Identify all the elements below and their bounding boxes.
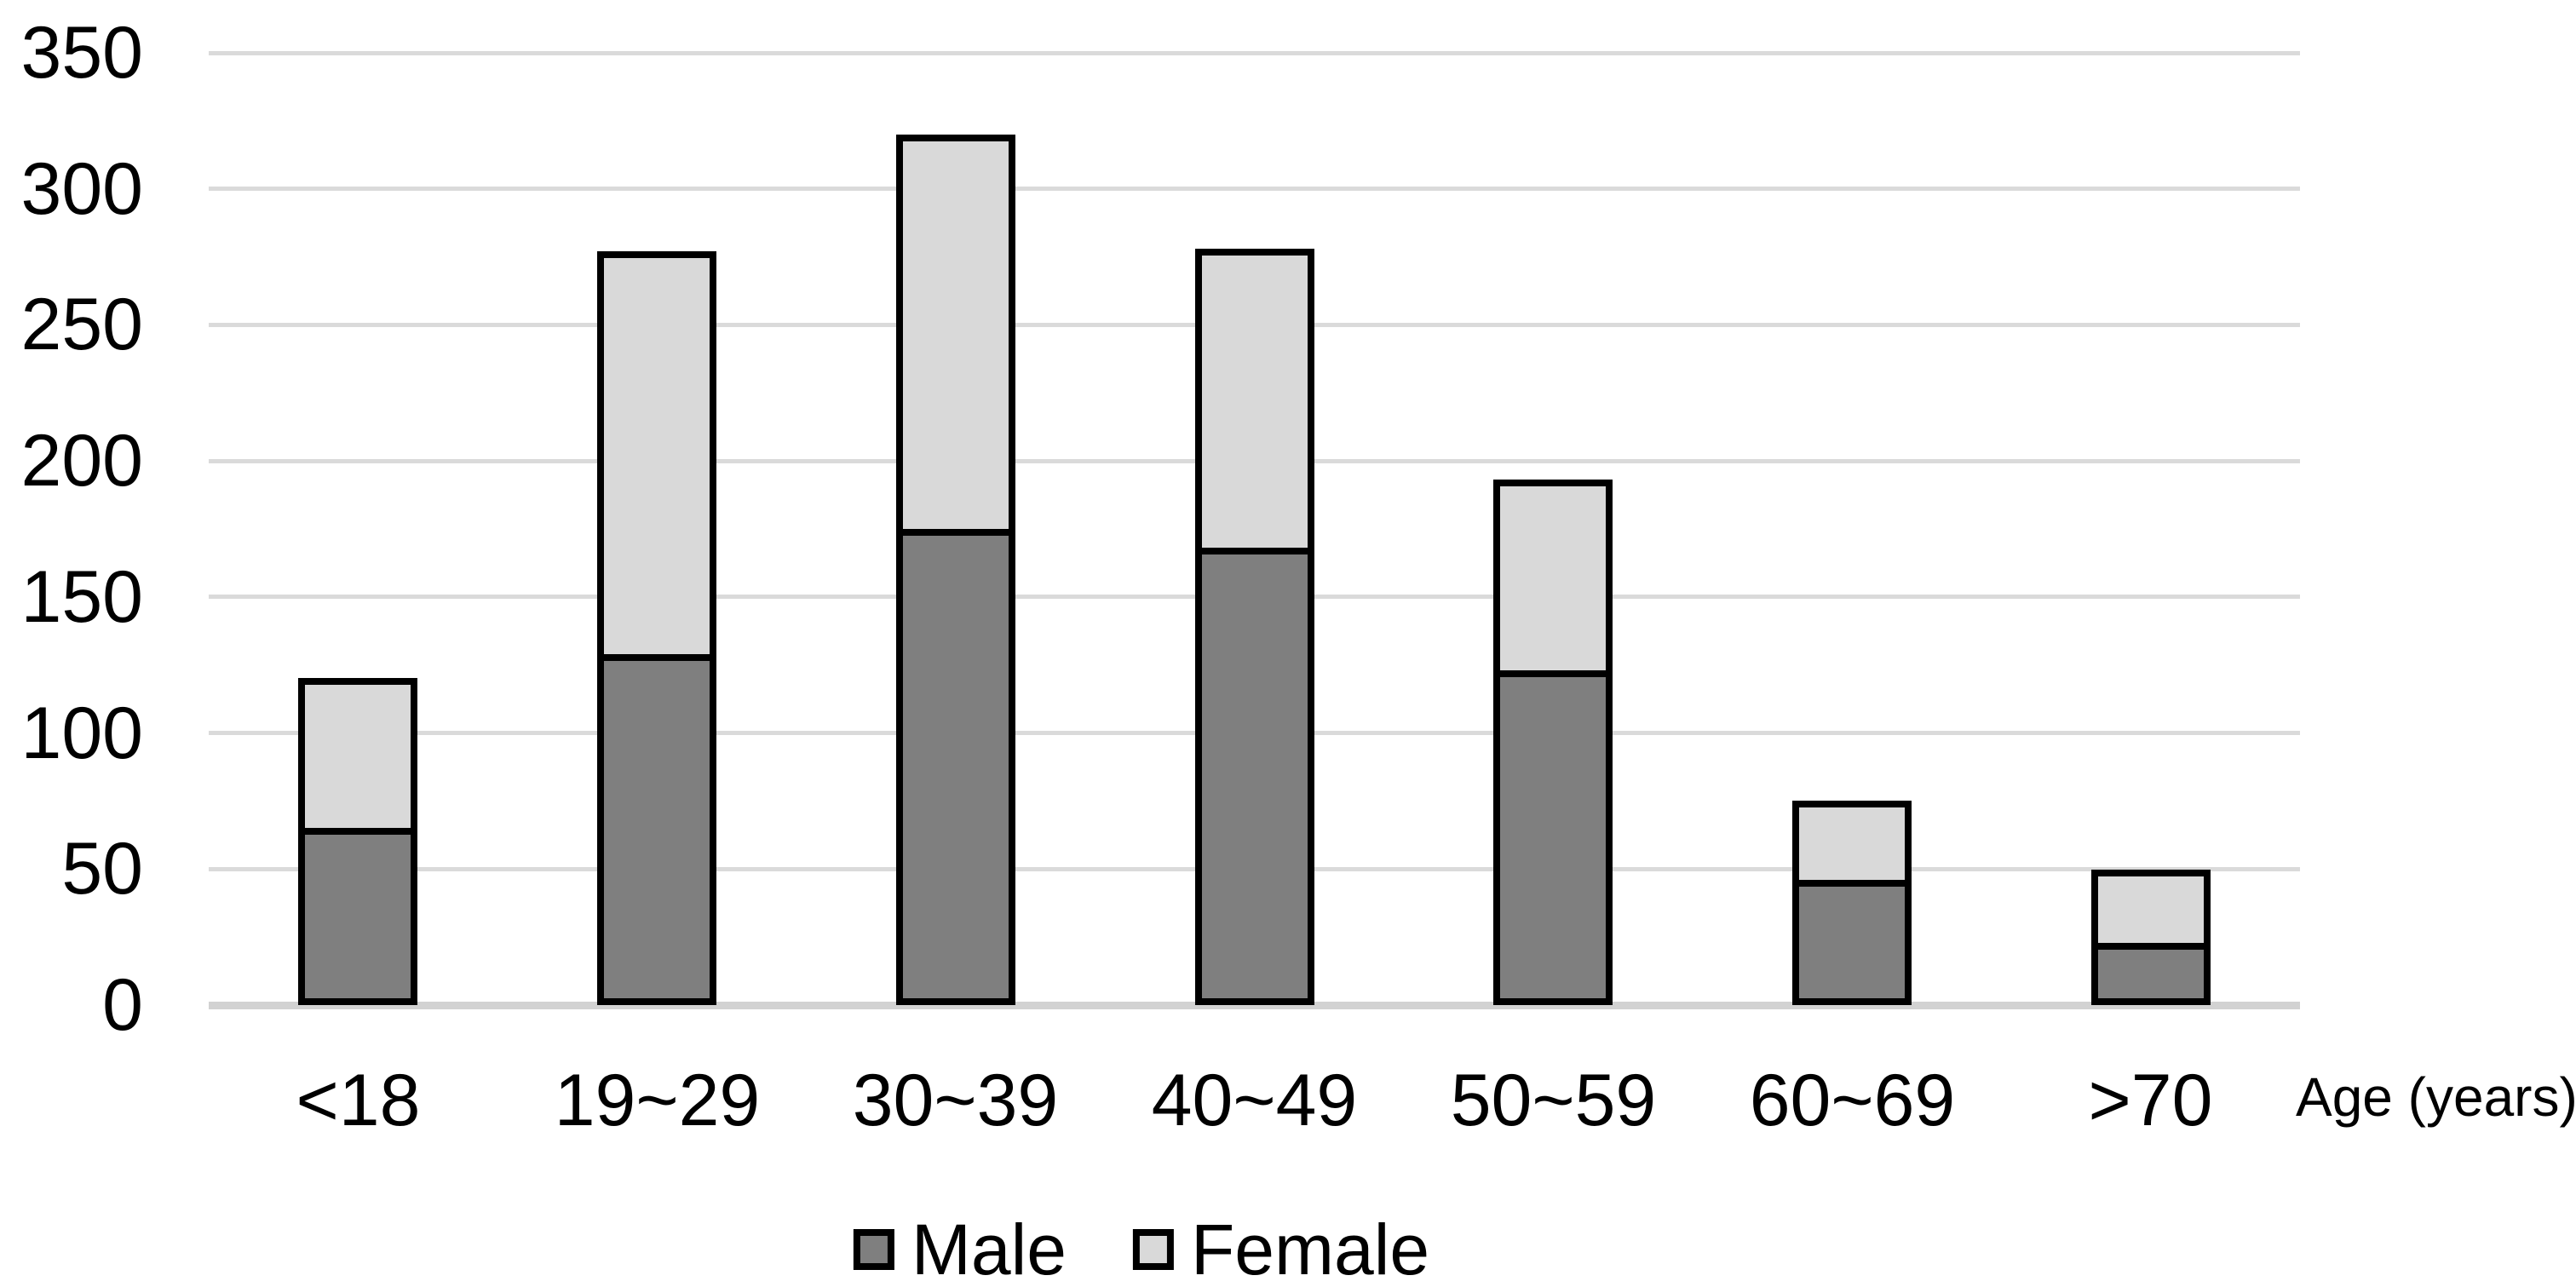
x-axis-tick-label: 60~69 [1749, 1060, 1956, 1141]
x-axis-tick-label: 30~39 [852, 1060, 1059, 1141]
x-axis-tick-label: 50~59 [1450, 1060, 1657, 1141]
legend-item-male: Male [853, 1209, 1067, 1287]
bar-segment-female-1 [298, 678, 417, 828]
bar-segment-female-3 [896, 135, 1015, 529]
gridline [209, 51, 2300, 55]
bar-segment-female-5 [1493, 480, 1613, 670]
x-axis-tick-label: >70 [2088, 1060, 2213, 1141]
y-axis-tick-label: 150 [20, 556, 144, 638]
x-axis-line [209, 1002, 2300, 1009]
legend-swatch-female-icon [1132, 1229, 1174, 1270]
y-axis-tick-label: 350 [20, 12, 144, 94]
bar-segment-male-4 [1195, 548, 1314, 1005]
legend-label: Female [1190, 1209, 1430, 1287]
legend-label: Male [911, 1209, 1067, 1287]
legend-item-female: Female [1132, 1209, 1430, 1287]
gridline [209, 187, 2300, 191]
y-axis-tick-label: 50 [61, 828, 143, 910]
bar-segment-male-2 [597, 654, 716, 1005]
bar-segment-female-4 [1195, 249, 1314, 548]
bar-segment-female-2 [597, 251, 716, 654]
bar-segment-male-5 [1493, 670, 1613, 1005]
bar-segment-female-6 [1792, 801, 1912, 880]
y-axis-tick-label: 200 [20, 420, 144, 502]
legend: Male Female [853, 1209, 1430, 1287]
x-axis-title: Age (years) [2296, 1066, 2576, 1128]
bar-segment-male-3 [896, 529, 1015, 1005]
y-axis-tick-label: 300 [20, 148, 144, 230]
bar-segment-male-7 [2091, 943, 2211, 1005]
bar-segment-female-7 [2091, 870, 2211, 943]
y-axis-tick-label: 250 [20, 284, 144, 365]
y-axis-tick-label: 0 [102, 964, 143, 1046]
bar-segment-male-6 [1792, 880, 1912, 1005]
legend-swatch-male-icon [853, 1229, 894, 1270]
bar-segment-male-1 [298, 828, 417, 1005]
x-axis-tick-label: 40~49 [1151, 1060, 1358, 1141]
y-axis-tick-label: 100 [20, 692, 144, 774]
x-axis-tick-label: 19~29 [554, 1060, 761, 1141]
x-axis-tick-label: <18 [296, 1060, 421, 1141]
